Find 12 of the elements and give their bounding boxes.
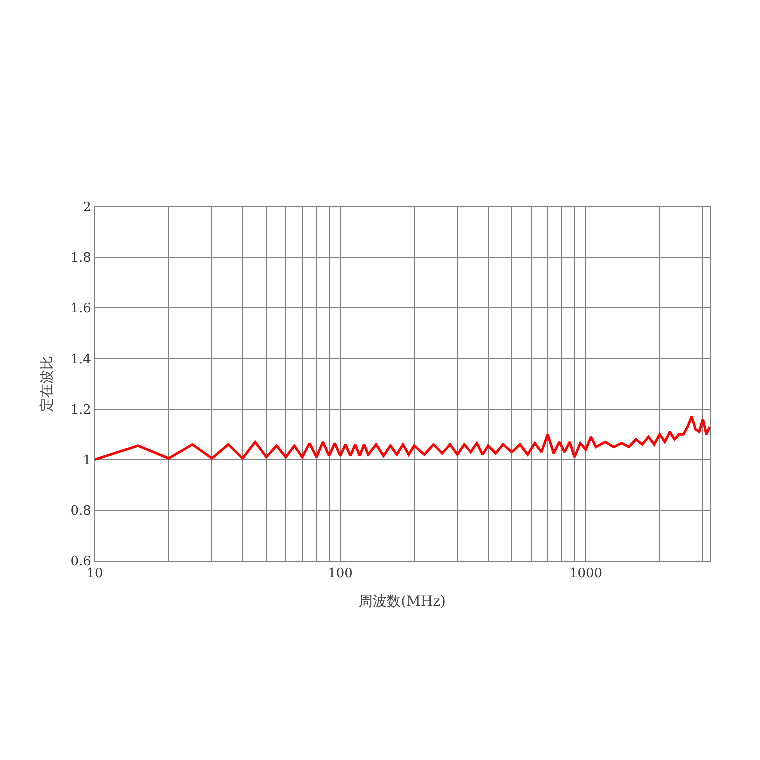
y-tick-label: 1.8 bbox=[70, 251, 92, 266]
y-tick-label: 1.2 bbox=[70, 402, 92, 418]
y-tick-label: 1.4 bbox=[70, 352, 92, 368]
x-tick-label: 10 bbox=[86, 566, 104, 582]
y-tick-label: 2 bbox=[83, 200, 92, 216]
x-tick-label: 100 bbox=[328, 566, 353, 582]
y-tick-label: 1 bbox=[83, 453, 92, 468]
y-axis-title: 定在波比 bbox=[39, 356, 56, 412]
x-axis-title: 周波数(MHz) bbox=[359, 594, 446, 610]
x-tick-label: 1000 bbox=[569, 566, 603, 582]
y-tick-label: 0.8 bbox=[70, 504, 92, 519]
y-tick-label: 1.6 bbox=[70, 302, 92, 317]
